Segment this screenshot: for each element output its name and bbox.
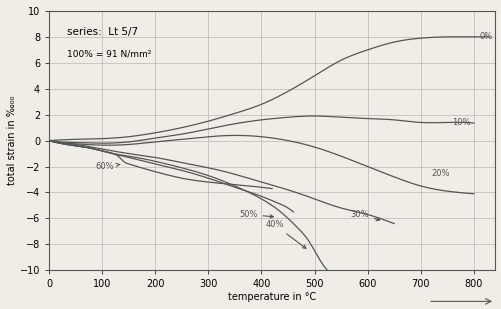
Text: 40%: 40% <box>265 220 306 248</box>
Text: 10%: 10% <box>452 118 470 127</box>
Text: series:  Lt 5/7: series: Lt 5/7 <box>67 27 138 36</box>
Text: 60%: 60% <box>95 162 120 171</box>
Text: 50%: 50% <box>238 210 273 219</box>
Text: 0%: 0% <box>478 32 491 41</box>
Text: 20%: 20% <box>430 168 449 177</box>
X-axis label: temperature in °C: temperature in °C <box>227 292 316 302</box>
Text: 100% = 91 N/mm²: 100% = 91 N/mm² <box>67 50 151 59</box>
Y-axis label: total strain in ‰₀₀: total strain in ‰₀₀ <box>7 96 17 185</box>
Text: 30%: 30% <box>350 210 379 221</box>
